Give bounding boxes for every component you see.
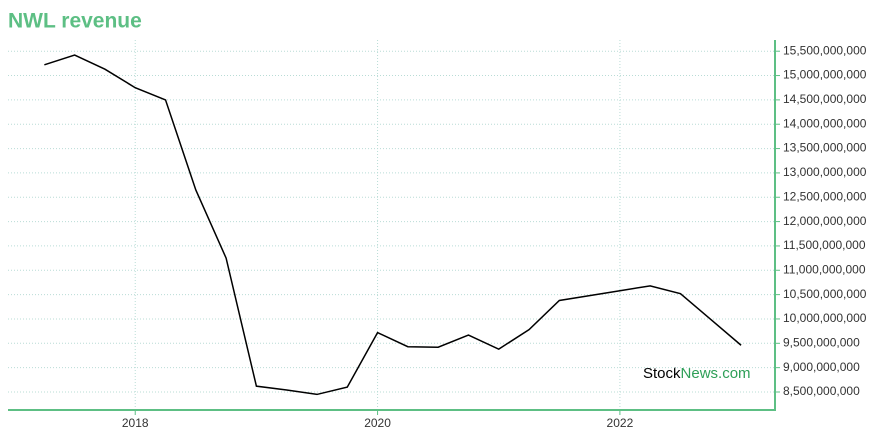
watermark: StockNews.com (643, 365, 751, 382)
y-tick-label: 15,000,000,000 (783, 68, 867, 82)
y-tick-label: 9,000,000,000 (783, 360, 860, 374)
y-tick-label: 13,000,000,000 (783, 165, 867, 179)
watermark-part: Stock (643, 365, 681, 382)
y-tick-label: 9,500,000,000 (783, 335, 860, 349)
x-tick-label: 2022 (607, 416, 634, 430)
y-tick-label: 12,500,000,000 (783, 189, 867, 203)
watermark-part: News.com (681, 365, 751, 382)
y-tick-label: 14,000,000,000 (783, 116, 867, 130)
y-tick-label: 14,500,000,000 (783, 92, 867, 106)
y-tick-label: 11,000,000,000 (783, 262, 866, 276)
y-tick-label: 12,000,000,000 (783, 214, 867, 228)
y-tick-label: 8,500,000,000 (783, 384, 860, 398)
y-tick-label: 13,500,000,000 (783, 141, 867, 155)
chart-title: NWL revenue (8, 10, 142, 33)
x-tick-label: 2018 (122, 416, 149, 430)
x-tick-label: 2020 (364, 416, 391, 430)
series-line (44, 54, 742, 396)
y-tick-label: 10,500,000,000 (783, 287, 867, 301)
y-tick-label: 10,000,000,000 (783, 311, 867, 325)
y-tick-label: 11,500,000,000 (783, 238, 866, 252)
y-tick-label: 15,500,000,000 (783, 43, 867, 57)
